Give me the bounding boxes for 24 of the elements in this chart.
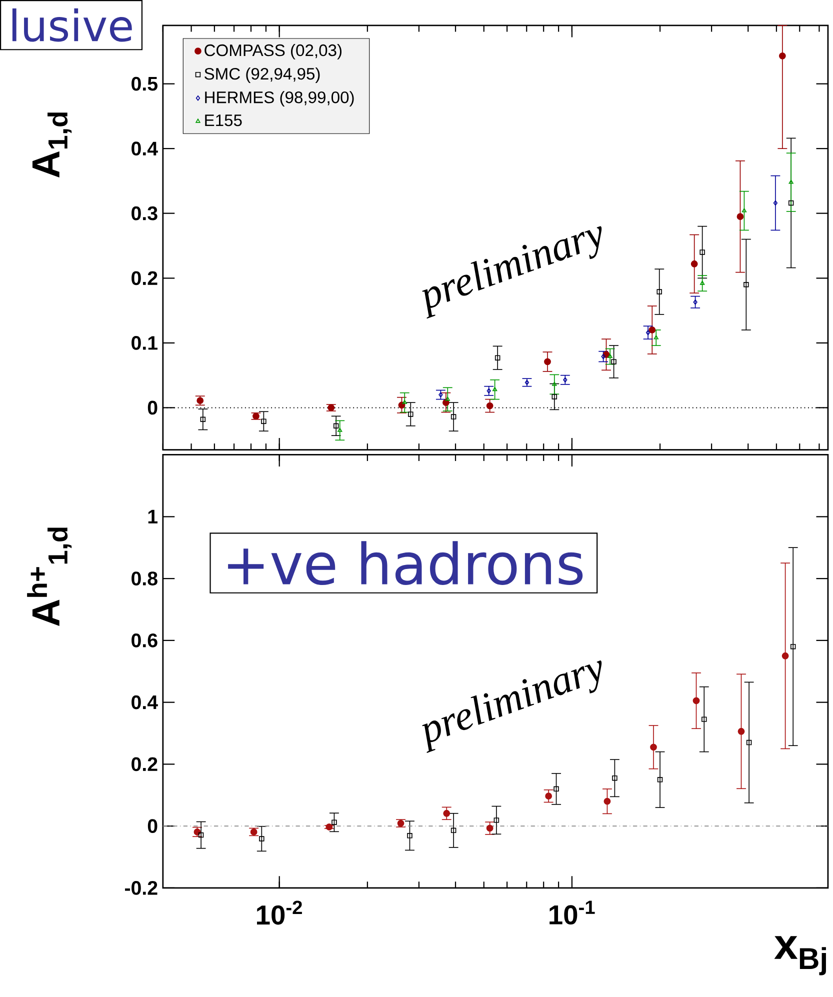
y-tick-label: 0.5 — [131, 76, 158, 91]
y-tick-label: 0.2 — [131, 271, 158, 286]
x-tick-label: 10$^{-1}$ — [549, 900, 595, 925]
text: lusive — [12, 8, 132, 42]
legend-label: E155 — [204, 114, 242, 126]
y-tick-label: -0.2 — [124, 881, 158, 895]
y-tick-label: 0 — [148, 819, 158, 834]
y-tick-label: 0.8 — [131, 572, 158, 586]
y-tick-label: 0.1 — [131, 336, 158, 350]
y-axis-title: A$^{h+}$1,d — [26, 528, 72, 626]
legend-label: HERMES (98,99,00) — [204, 91, 354, 106]
x-tick-label: 10$^{-2}$ — [256, 900, 302, 925]
y-tick-label: 1 — [148, 510, 158, 524]
x-axis-title: x$_{Bj}$ — [774, 936, 826, 976]
y-tick-label: 0.4 — [131, 695, 158, 710]
y-tick-label: 0.2 — [131, 757, 158, 772]
y-tick-label: 0.4 — [131, 142, 158, 156]
legend-label: SMC (92,94,95) — [204, 68, 320, 83]
y-tick-label: 0 — [148, 400, 158, 415]
annotation: +ve hadrons — [228, 541, 582, 586]
y-tick-label: 0.3 — [131, 206, 158, 220]
legend-label: COMPASS (02,03) — [204, 44, 342, 60]
y-tick-label: 0.6 — [131, 633, 158, 648]
y-axis-title: A$_{1,d}$ — [32, 112, 72, 178]
